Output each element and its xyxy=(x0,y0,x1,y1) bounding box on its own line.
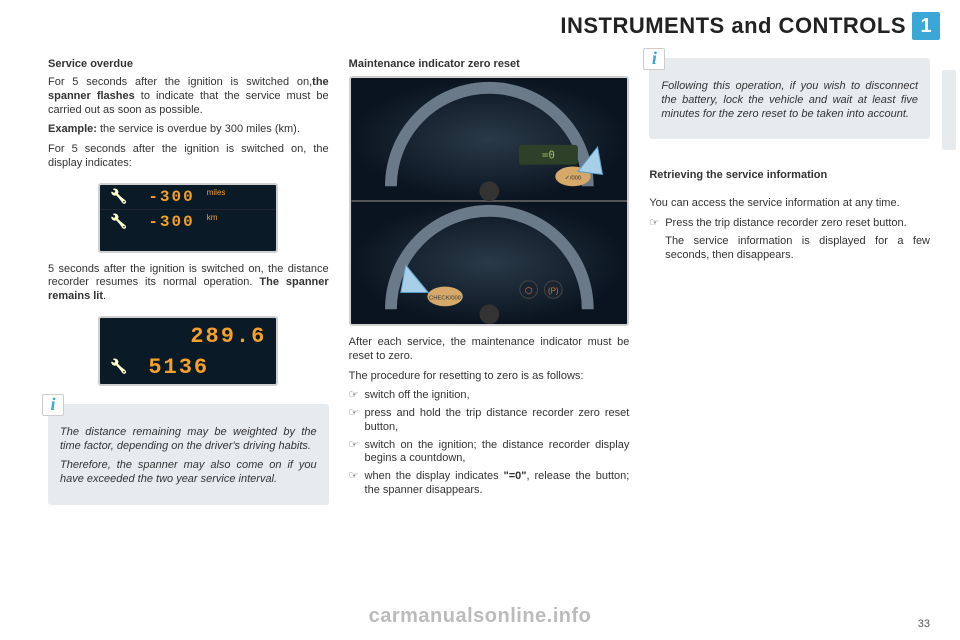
gauge-cluster-image: =0 ✓/000 CHECK/000 ⬡ (P) xyxy=(349,76,630,326)
list-item: ☞press and hold the trip distance record… xyxy=(349,407,630,435)
page-number: 33 xyxy=(918,618,930,630)
bullet-icon: ☞ xyxy=(649,217,659,231)
display-image-odometer: 289.6 5136 xyxy=(98,316,278,386)
step-text: switch off the ignition, xyxy=(365,389,470,403)
para-overdue-1: For 5 seconds after the ignition is swit… xyxy=(48,76,329,117)
display-bottom-value: 5136 xyxy=(148,355,209,380)
spanner-icon xyxy=(110,192,140,202)
list-item: ☞ switch off the ignition, xyxy=(349,389,630,403)
para-reset-2: The procedure for resetting to zero is a… xyxy=(349,370,630,384)
bullet-icon: ☞ xyxy=(349,470,359,498)
info-box-battery: i Following this operation, if you wish … xyxy=(649,58,930,139)
text-fragment: . xyxy=(103,290,106,302)
list-item: ☞The service information is displayed fo… xyxy=(649,235,930,263)
info-box-distance: i The distance remaining may be weighted… xyxy=(48,404,329,505)
svg-text:(P): (P) xyxy=(548,286,559,295)
para-reset-1: After each service, the maintenance indi… xyxy=(349,336,630,364)
step-text: Press the trip distance recorder zero re… xyxy=(665,217,907,231)
info-para-1: The distance remaining may be weighted b… xyxy=(60,426,317,454)
bullet-icon: ☞ xyxy=(349,439,359,467)
column-2: Maintenance indicator zero reset =0 xyxy=(349,58,630,622)
heading-maint-reset: Maintenance indicator zero reset xyxy=(349,58,630,70)
step-text: press and hold the trip distance recorde… xyxy=(365,407,630,435)
info-para-2: Therefore, the spanner may also come on … xyxy=(60,459,317,487)
gauge-svg: =0 ✓/000 CHECK/000 ⬡ (P) xyxy=(351,78,628,324)
side-tab xyxy=(942,70,956,150)
svg-text:=0: =0 xyxy=(542,149,555,162)
para-retrieve-1: You can access the service information a… xyxy=(649,197,930,211)
text-fragment: when the display indicates xyxy=(365,470,504,482)
list-item: ☞switch on the ignition; the distance re… xyxy=(349,439,630,467)
display-km-value: -300 xyxy=(148,213,194,231)
retrieve-steps-list: ☞ Press the trip distance recorder zero r… xyxy=(649,217,930,266)
display-km-unit: km xyxy=(207,213,218,222)
step-text: switch on the ignition; the distance rec… xyxy=(365,439,630,467)
heading-service-overdue: Service overdue xyxy=(48,58,329,70)
para-overdue-example: Example: the service is overdue by 300 m… xyxy=(48,123,329,137)
display-miles-unit: miles xyxy=(207,188,226,197)
display-miles-value: -300 xyxy=(148,188,194,206)
info-para: Following this operation, if you wish to… xyxy=(661,80,918,121)
svg-text:✓/000: ✓/000 xyxy=(564,175,581,181)
step-text: The service information is displayed for… xyxy=(665,235,930,263)
bullet-icon: ☞ xyxy=(349,407,359,435)
info-icon: i xyxy=(42,394,64,416)
page-header: INSTRUMENTS and CONTROLS 1 xyxy=(560,12,940,40)
reset-steps-list: ☞switch off the ignition, ☞press and hol… xyxy=(349,389,630,501)
step-text: when the display indicates "=0", release… xyxy=(365,470,630,498)
content-columns: Service overdue For 5 seconds after the … xyxy=(48,58,930,622)
text-bold: Example: xyxy=(48,123,97,135)
column-1: Service overdue For 5 seconds after the … xyxy=(48,58,329,622)
para-overdue-2: For 5 seconds after the ignition is swit… xyxy=(48,143,329,171)
text-fragment: the service is overdue by 300 miles (km)… xyxy=(97,123,300,135)
chapter-badge: 1 xyxy=(912,12,940,40)
bullet-icon: ☞ xyxy=(349,389,359,403)
spanner-icon xyxy=(110,362,140,372)
display-top-value: 289.6 xyxy=(190,324,266,349)
text-fragment: For 5 seconds after the ignition is swit… xyxy=(48,76,312,88)
spanner-icon xyxy=(110,217,140,227)
display-image-minus300: -300 miles -300 km xyxy=(98,183,278,253)
list-item: ☞ Press the trip distance recorder zero r… xyxy=(649,217,930,231)
heading-retrieve: Retrieving the service information xyxy=(649,169,930,181)
text-bold: "=0" xyxy=(504,470,527,482)
info-icon: i xyxy=(643,48,665,70)
para-overdue-3: 5 seconds after the ignition is switched… xyxy=(48,263,329,304)
list-item: ☞when the display indicates "=0", releas… xyxy=(349,470,630,498)
svg-text:⬡: ⬡ xyxy=(525,285,533,295)
column-3: i Following this operation, if you wish … xyxy=(649,58,930,622)
svg-text:CHECK/000: CHECK/000 xyxy=(429,295,462,301)
header-title: INSTRUMENTS and CONTROLS xyxy=(560,13,906,39)
